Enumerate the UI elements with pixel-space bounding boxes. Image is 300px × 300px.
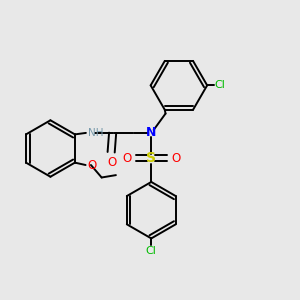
Text: S: S [146, 151, 156, 165]
Text: O: O [87, 158, 97, 172]
Text: O: O [171, 152, 180, 165]
Text: O: O [107, 156, 116, 169]
Text: Cl: Cl [214, 80, 226, 90]
Text: Cl: Cl [146, 246, 157, 256]
Text: NH: NH [88, 128, 104, 138]
Text: N: N [146, 126, 157, 140]
Text: O: O [122, 152, 131, 165]
